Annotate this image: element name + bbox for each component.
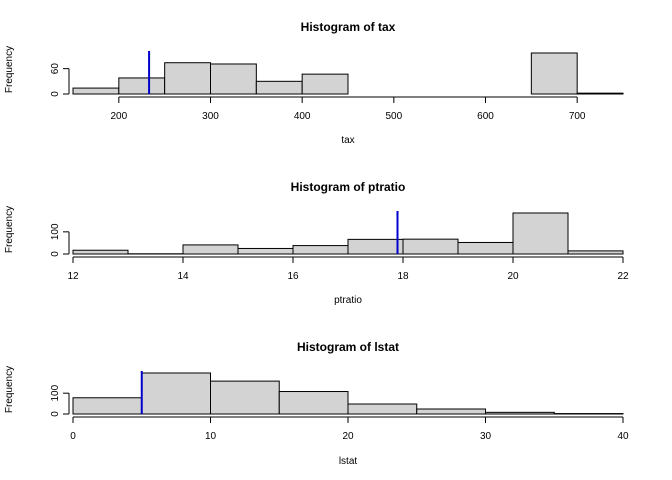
x-tick-label: 10 xyxy=(205,431,217,442)
y-tick-label: 60 xyxy=(50,63,61,75)
chart-title: Histogram of lstat xyxy=(297,340,399,354)
histogram-bar xyxy=(402,238,459,255)
histogram-bar xyxy=(237,247,294,255)
histogram-bar xyxy=(576,92,624,95)
histogram-bar xyxy=(182,244,239,255)
histogram-bar xyxy=(210,63,257,95)
x-tick-label: 0 xyxy=(70,431,76,442)
histogram-bar xyxy=(164,62,212,95)
histogram-bar xyxy=(567,250,624,255)
x-tick-label: 16 xyxy=(287,271,299,282)
histogram-bar xyxy=(118,77,166,95)
y-tick-label: 0 xyxy=(50,91,61,97)
x-tick-label: 20 xyxy=(342,431,354,442)
y-tick-label: 0 xyxy=(50,411,61,417)
x-axis-label: lstat xyxy=(339,456,358,467)
x-tick-label: 700 xyxy=(569,111,586,122)
histogram-panel-3: Histogram of lstat 0 10 20 30 40 0 100 lstat Freq… xyxy=(4,340,629,467)
chart-title: Histogram of ptratio xyxy=(291,180,406,194)
histogram-panel-1: Histogram of tax 200 300 400 500 600 700 0 60 tax… xyxy=(4,20,624,146)
histogram-bar xyxy=(72,249,129,255)
histogram-bar xyxy=(512,212,569,255)
histogram-bar xyxy=(72,397,143,415)
x-axis-label: tax xyxy=(341,135,354,146)
x-tick-label: 30 xyxy=(480,431,492,442)
x-tick-label: 14 xyxy=(177,271,189,282)
y-tick-label: 0 xyxy=(50,251,61,257)
histogram-panel-2: Histogram of ptratio 12 14 16 18 20 22 0 100 ptra… xyxy=(4,180,629,306)
histogram-bar xyxy=(416,408,486,415)
x-tick-label: 12 xyxy=(67,271,79,282)
histogram-bar xyxy=(255,80,303,95)
y-tick-label: 100 xyxy=(50,223,61,240)
histogram-bar xyxy=(347,403,418,415)
x-tick-label: 200 xyxy=(110,111,127,122)
x-axis-label: ptratio xyxy=(334,295,362,306)
x-tick-label: 600 xyxy=(477,111,494,122)
x-tick-label: 22 xyxy=(617,271,629,282)
y-axis-label: Frequency xyxy=(4,46,15,93)
y-axis-label: Frequency xyxy=(4,206,15,253)
x-tick-label: 400 xyxy=(294,111,311,122)
histogram-bar xyxy=(347,238,404,255)
histogram-bar xyxy=(530,52,578,95)
chart-title: Histogram of tax xyxy=(301,20,396,34)
histogram-bar xyxy=(457,241,514,255)
histogram-bar xyxy=(292,245,349,255)
histogram-bar xyxy=(301,73,349,95)
y-axis-label: Frequency xyxy=(4,366,15,413)
x-tick-label: 300 xyxy=(202,111,219,122)
histogram-bar xyxy=(141,372,211,415)
x-tick-label: 500 xyxy=(385,111,402,122)
histogram-bar xyxy=(72,87,120,95)
x-tick-label: 20 xyxy=(507,271,519,282)
histogram-bar xyxy=(485,411,555,415)
histogram-bar xyxy=(210,380,280,415)
y-tick-label: 100 xyxy=(50,384,61,401)
histogram-bar xyxy=(278,391,349,415)
x-tick-label: 40 xyxy=(617,431,629,442)
x-tick-label: 18 xyxy=(397,271,409,282)
